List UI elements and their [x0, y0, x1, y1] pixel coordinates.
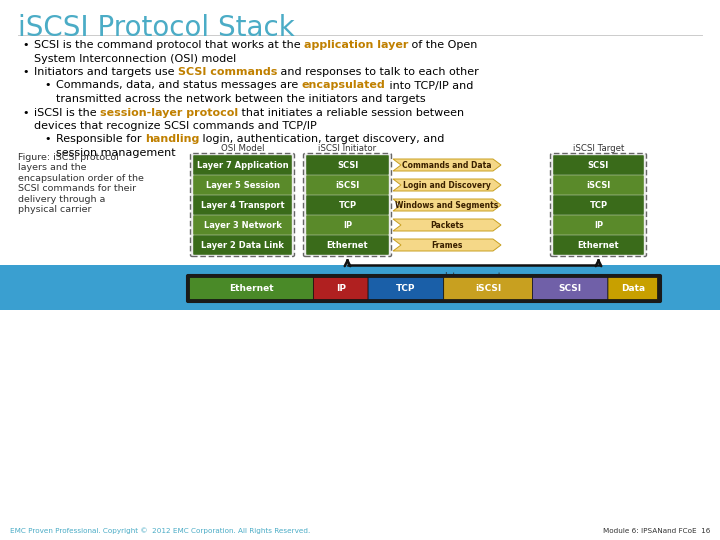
Text: encapsulated: encapsulated [302, 80, 385, 91]
Text: into TCP/IP and: into TCP/IP and [385, 80, 473, 91]
Text: Commands, data, and status messages are: Commands, data, and status messages are [56, 80, 302, 91]
Text: •: • [22, 40, 29, 50]
Text: Windows and Segments: Windows and Segments [395, 200, 499, 210]
Text: OSI Model: OSI Model [221, 144, 264, 153]
Text: iSCSI: iSCSI [336, 180, 359, 190]
FancyBboxPatch shape [553, 175, 644, 195]
Text: •: • [44, 134, 50, 145]
FancyBboxPatch shape [313, 278, 368, 300]
Text: TCP: TCP [338, 200, 356, 210]
FancyBboxPatch shape [553, 155, 644, 175]
FancyBboxPatch shape [368, 278, 444, 300]
Text: TCP: TCP [396, 284, 415, 293]
Text: login, authentication, target discovery, and: login, authentication, target discovery,… [199, 134, 445, 145]
Text: devices that recognize SCSI commands and TCP/IP: devices that recognize SCSI commands and… [34, 121, 317, 131]
FancyBboxPatch shape [193, 155, 292, 175]
Polygon shape [393, 179, 501, 191]
FancyBboxPatch shape [304, 153, 392, 256]
Text: Ethernet: Ethernet [327, 240, 369, 249]
FancyBboxPatch shape [553, 215, 644, 235]
Text: •: • [22, 107, 29, 118]
Text: Ethernet: Ethernet [577, 240, 619, 249]
Text: iSCSI: iSCSI [475, 284, 501, 293]
FancyBboxPatch shape [444, 278, 532, 300]
Text: •: • [44, 80, 50, 91]
FancyBboxPatch shape [306, 215, 389, 235]
Text: and responses to talk to each other: and responses to talk to each other [277, 67, 479, 77]
Text: of the Open: of the Open [408, 40, 478, 50]
Text: Module 6: IPSANand FCoE  16: Module 6: IPSANand FCoE 16 [603, 528, 710, 534]
Text: iSCSI is the: iSCSI is the [34, 107, 100, 118]
FancyBboxPatch shape [306, 195, 389, 215]
FancyBboxPatch shape [306, 235, 389, 255]
FancyBboxPatch shape [193, 175, 292, 195]
Text: Responsible for: Responsible for [56, 134, 145, 145]
Text: Frames: Frames [431, 240, 463, 249]
Text: SCSI is the command protocol that works at the: SCSI is the command protocol that works … [34, 40, 304, 50]
Text: SCSI: SCSI [588, 160, 609, 170]
Text: SCSI commands: SCSI commands [178, 67, 277, 77]
FancyBboxPatch shape [532, 278, 608, 300]
FancyBboxPatch shape [551, 153, 647, 256]
Text: Initiators and targets use: Initiators and targets use [34, 67, 178, 77]
Text: IP: IP [343, 220, 352, 230]
FancyBboxPatch shape [193, 235, 292, 255]
FancyBboxPatch shape [191, 153, 294, 256]
Text: IP: IP [594, 220, 603, 230]
Text: SCSI: SCSI [559, 284, 582, 293]
Text: Packets: Packets [430, 220, 464, 230]
Text: EMC Proven Professional. Copyright ©  2012 EMC Corporation. All Rights Reserved.: EMC Proven Professional. Copyright © 201… [10, 528, 310, 534]
FancyBboxPatch shape [306, 155, 389, 175]
Text: Layer 4 Transport: Layer 4 Transport [201, 200, 284, 210]
Text: •: • [22, 67, 29, 77]
Polygon shape [393, 219, 501, 231]
Text: Layer 5 Session: Layer 5 Session [205, 180, 279, 190]
Polygon shape [393, 239, 501, 251]
Bar [0, 265, 720, 310]
Text: Data: Data [621, 284, 645, 293]
FancyBboxPatch shape [189, 278, 313, 300]
Text: IP: IP [336, 284, 346, 293]
FancyBboxPatch shape [187, 275, 661, 302]
Text: iSCSI Protocol Stack: iSCSI Protocol Stack [18, 14, 294, 42]
Text: System Interconnection (OSI) model: System Interconnection (OSI) model [34, 53, 236, 64]
Text: transmitted across the network between the initiators and targets: transmitted across the network between t… [56, 94, 426, 104]
Text: Ethernet: Ethernet [229, 284, 274, 293]
Text: handling: handling [145, 134, 199, 145]
Text: TCP: TCP [590, 200, 608, 210]
FancyBboxPatch shape [193, 195, 292, 215]
Text: that initiates a reliable session between: that initiates a reliable session betwee… [238, 107, 464, 118]
Text: session-layer protocol: session-layer protocol [100, 107, 238, 118]
Text: Commands and Data: Commands and Data [402, 160, 492, 170]
Text: SCSI: SCSI [337, 160, 358, 170]
FancyBboxPatch shape [306, 175, 389, 195]
Polygon shape [393, 199, 501, 211]
Text: iSCSI Target: iSCSI Target [573, 144, 624, 153]
Text: Layer 7 Application: Layer 7 Application [197, 160, 288, 170]
FancyBboxPatch shape [553, 195, 644, 215]
Text: Layer 3 Network: Layer 3 Network [204, 220, 282, 230]
Text: iSCSI: iSCSI [586, 180, 611, 190]
Text: application layer: application layer [304, 40, 408, 50]
Polygon shape [393, 159, 501, 171]
Text: session management: session management [56, 148, 176, 158]
FancyBboxPatch shape [193, 215, 292, 235]
FancyBboxPatch shape [553, 235, 644, 255]
Text: Figure: iSCSI protocol
layers and the
encapsulation order of the
SCSI commands f: Figure: iSCSI protocol layers and the en… [18, 153, 144, 214]
Text: Login and Discovery: Login and Discovery [403, 180, 491, 190]
Text: Layer 2 Data Link: Layer 2 Data Link [201, 240, 284, 249]
FancyBboxPatch shape [608, 278, 657, 300]
Text: Interconnect: Interconnect [444, 272, 502, 281]
Text: iSCSI Initiator: iSCSI Initiator [318, 144, 377, 153]
